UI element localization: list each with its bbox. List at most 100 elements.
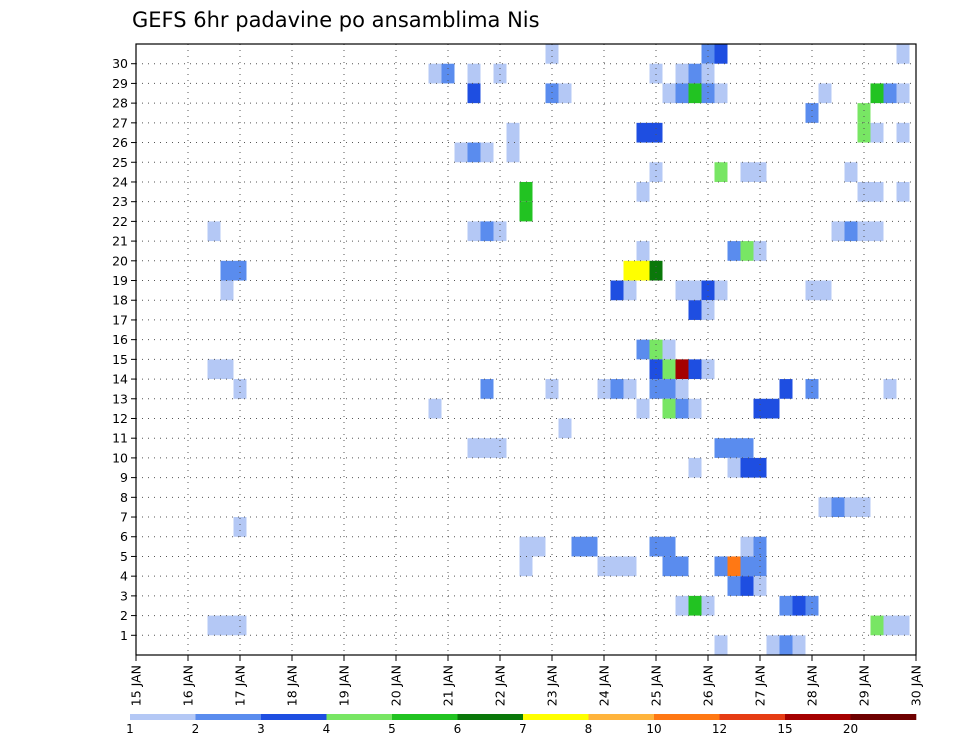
y-tick-label: 13 [112, 391, 128, 406]
x-tick-label: 15 JAN [129, 665, 144, 706]
heatmap-cell [506, 122, 520, 143]
y-tick-label: 11 [112, 431, 128, 446]
heatmap-cell [714, 44, 728, 64]
heatmap-cell [688, 83, 702, 104]
heatmap-cell [610, 280, 624, 301]
colorbar-label: 1 [126, 722, 134, 736]
heatmap-cell [766, 398, 780, 419]
heatmap-cell [896, 83, 910, 104]
y-tick-label: 1 [120, 628, 128, 643]
heatmap-cell [805, 103, 819, 123]
heatmap-cell [480, 438, 494, 458]
heatmap-cell [753, 241, 767, 261]
heatmap-cell [740, 576, 754, 596]
heatmap-cell [545, 379, 559, 399]
y-tick-label: 19 [112, 273, 128, 288]
heatmap-cell [753, 162, 767, 182]
heatmap-cell [857, 122, 871, 143]
colorbar-label: 15 [777, 722, 792, 736]
heatmap-cell [636, 122, 650, 143]
heatmap-cell [831, 497, 845, 518]
y-tick-label: 25 [112, 155, 128, 170]
heatmap-cell [896, 122, 910, 143]
heatmap-cell [467, 63, 481, 84]
heatmap-cell [857, 181, 871, 202]
y-tick-label: 22 [112, 214, 128, 229]
colorbar-swatch [523, 714, 589, 720]
heatmap-cell [662, 398, 676, 419]
x-tick-label: 17 JAN [233, 665, 248, 706]
heatmap-cell [467, 221, 481, 242]
heatmap-cell [727, 241, 741, 261]
y-tick-label: 4 [120, 569, 128, 584]
colorbar: 1 2 3 4 5 6 7 8 10 12 15 20 [126, 714, 917, 736]
x-axis: 15 JAN 16 JAN 17 JAN 18 JAN 19 JAN 20 JAN 21 J… [129, 655, 924, 706]
colorbar-label: 4 [323, 722, 331, 736]
y-tick-label: 15 [112, 352, 128, 367]
colorbar-label: 5 [388, 722, 396, 736]
y-tick-label: 16 [112, 332, 128, 347]
heatmap-cell [753, 576, 767, 596]
colorbar-label: 8 [585, 722, 593, 736]
heatmap-cell [740, 162, 754, 182]
heatmap-cell [740, 536, 754, 557]
heatmap-cell [714, 280, 728, 301]
y-tick-label: 24 [112, 174, 128, 189]
heatmap-cell [675, 359, 689, 380]
x-tick-label: 30 JAN [909, 665, 924, 706]
heatmap-cell [727, 556, 741, 577]
heatmap-cell [792, 635, 806, 655]
y-tick-label: 26 [112, 135, 128, 150]
heatmap-cell [571, 536, 585, 557]
heatmap-cell [662, 379, 676, 399]
x-tick-label: 18 JAN [285, 665, 300, 706]
heatmap-cell [779, 595, 793, 616]
x-tick-label: 29 JAN [857, 665, 872, 706]
heatmap-cell [207, 359, 221, 380]
heatmap-cell [675, 595, 689, 616]
heatmap-cell [623, 556, 637, 577]
heatmap-cell [844, 162, 858, 182]
colorbar-swatch [457, 714, 524, 720]
colorbar-swatch [785, 714, 851, 720]
heatmap-cell [545, 44, 559, 64]
colorbar-swatch [588, 714, 655, 720]
heatmap-cell [688, 457, 702, 478]
y-tick-label: 6 [120, 529, 128, 544]
heatmap-cell [818, 280, 832, 301]
y-tick-label: 3 [120, 588, 128, 603]
heatmap-cell [753, 398, 767, 419]
y-tick-label: 28 [112, 96, 128, 111]
heatmap-cell [207, 221, 221, 242]
colorbar-label: 20 [843, 722, 858, 736]
heatmap-cell [870, 83, 884, 104]
y-tick-label: 20 [112, 253, 128, 268]
y-tick-label: 29 [112, 76, 128, 91]
y-tick-label: 21 [112, 234, 128, 249]
heatmap-cell [779, 379, 793, 399]
heatmap-cell [753, 457, 767, 478]
y-axis: 1234567891011121314151617181920212223242… [112, 56, 136, 643]
heatmap-cell [207, 615, 221, 636]
y-tick-label: 12 [112, 411, 128, 426]
heatmap-cell [844, 221, 858, 242]
y-tick-label: 2 [120, 608, 128, 623]
x-tick-label: 21 JAN [441, 665, 456, 706]
heatmap-cell [636, 398, 650, 419]
heatmap-cell [220, 359, 234, 380]
heatmap-cell [831, 221, 845, 242]
heatmap-cell [896, 615, 910, 636]
heatmap-cell [779, 635, 793, 655]
heatmap-cell [649, 339, 663, 360]
heatmap-cell [818, 83, 832, 104]
x-tick-label: 16 JAN [181, 665, 196, 706]
heatmap-cell [701, 300, 715, 320]
heatmap-cell [701, 63, 715, 84]
y-tick-label: 8 [120, 490, 128, 505]
x-tick-label: 23 JAN [545, 665, 560, 706]
heatmap-cell [636, 241, 650, 261]
heatmap-cell [662, 83, 676, 104]
colorbar-label: 3 [257, 722, 265, 736]
heatmap-cell [805, 595, 819, 616]
heatmap-cell [493, 438, 507, 458]
